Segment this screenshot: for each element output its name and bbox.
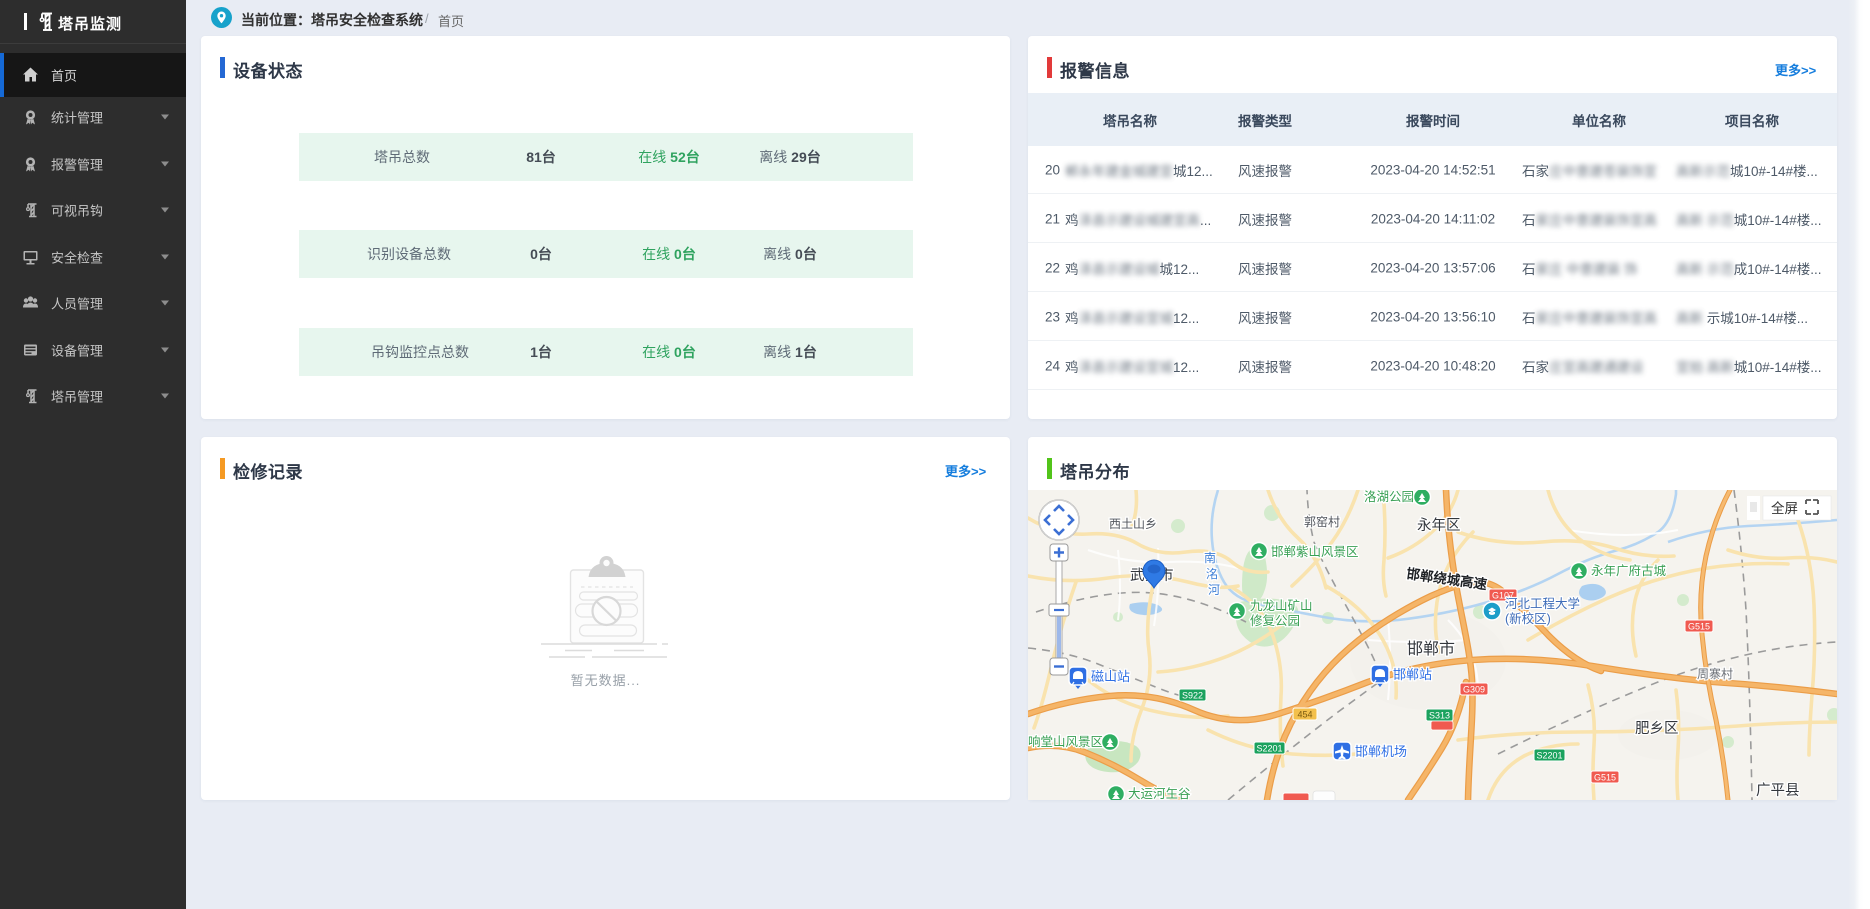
svg-text:九龙山矿山: 九龙山矿山 (1250, 599, 1313, 613)
svg-text:肥乡区: 肥乡区 (1635, 720, 1679, 737)
svg-text:S2201: S2201 (1536, 751, 1562, 761)
svg-text:邯郸机场: 邯郸机场 (1355, 744, 1407, 759)
svg-text:修复公园: 修复公园 (1250, 613, 1300, 628)
svg-text:G515: G515 (1688, 622, 1710, 632)
svg-text:S2201: S2201 (1256, 744, 1282, 754)
svg-text:全屏: 全屏 (1771, 500, 1798, 516)
svg-text:响堂山风景区: 响堂山风景区 (1028, 734, 1103, 749)
svg-text:(新校区): (新校区) (1505, 611, 1551, 626)
svg-text:454: 454 (1297, 710, 1312, 720)
svg-text:邯郸紫山风景区: 邯郸紫山风景区 (1271, 545, 1359, 559)
svg-text:邯郸市: 邯郸市 (1407, 640, 1455, 658)
svg-text:南: 南 (1204, 550, 1216, 565)
svg-text:G309: G309 (1463, 685, 1485, 695)
svg-text:西土山乡: 西土山乡 (1109, 517, 1157, 531)
svg-text:洺: 洺 (1206, 566, 1218, 581)
svg-text:永年广府古城: 永年广府古城 (1591, 563, 1667, 578)
svg-text:G515: G515 (1594, 773, 1616, 783)
svg-text:大运河玍谷: 大运河玍谷 (1128, 787, 1191, 800)
svg-text:洛湖公园: 洛湖公园 (1364, 490, 1414, 504)
svg-text:广平县: 广平县 (1756, 782, 1800, 799)
svg-text:周寨村: 周寨村 (1697, 666, 1733, 681)
svg-text:河: 河 (1208, 583, 1220, 597)
svg-text:S922: S922 (1182, 691, 1203, 701)
svg-text:G107: G107 (1492, 591, 1514, 601)
svg-text:河北工程大学: 河北工程大学 (1505, 596, 1580, 611)
svg-text:郭窑村: 郭窑村 (1304, 514, 1340, 529)
svg-text:磁山站: 磁山站 (1091, 669, 1130, 684)
svg-text:永年区: 永年区 (1417, 517, 1461, 534)
svg-text:邯郸站: 邯郸站 (1393, 667, 1432, 682)
svg-text:S313: S313 (1429, 711, 1450, 721)
